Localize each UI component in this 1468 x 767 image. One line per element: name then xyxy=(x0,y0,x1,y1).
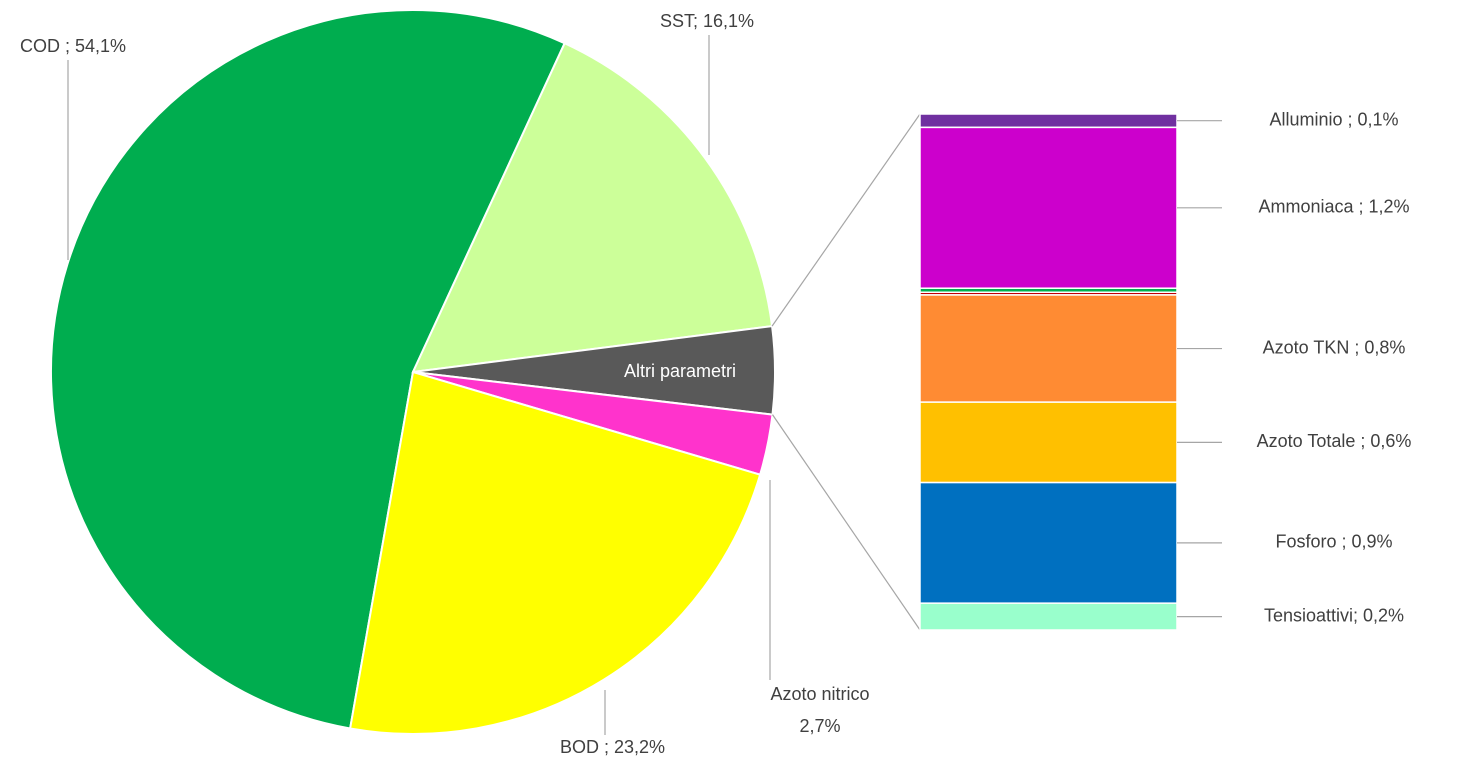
bar-segment xyxy=(919,401,1178,484)
slice-label-line: 2,7% xyxy=(799,716,840,736)
bar-segment xyxy=(919,294,1178,403)
segment-label: Tensioattivi; 0,2% xyxy=(1264,605,1404,625)
slice-label-line: Azoto nitrico xyxy=(770,684,869,704)
segment-label: Ammoniaca ; 1,2% xyxy=(1258,197,1409,217)
bar-segment xyxy=(919,602,1178,631)
bar-segment xyxy=(919,126,1178,289)
pie-slice xyxy=(411,41,774,374)
slice-label: SST; 16,1% xyxy=(660,11,754,31)
slice-label: COD ; 54,1% xyxy=(20,36,126,56)
pie-slice xyxy=(49,9,566,730)
connector-line xyxy=(771,113,921,327)
slice-label: BOD ; 23,2% xyxy=(560,737,665,757)
bar-segment xyxy=(919,481,1178,604)
connector-line xyxy=(771,414,921,631)
slice-label: Altri parametri xyxy=(624,361,736,381)
slice-label: Azoto nitrico 2,7% xyxy=(770,684,869,736)
segment-label: Azoto Totale ; 0,6% xyxy=(1257,431,1412,451)
segment-label: Fosforo ; 0,9% xyxy=(1275,532,1392,552)
pie-slice xyxy=(348,370,762,735)
bar-segment xyxy=(919,113,1178,129)
segment-label: Alluminio ; 0,1% xyxy=(1269,109,1398,129)
segment-label: Azoto TKN ; 0,8% xyxy=(1263,337,1406,357)
